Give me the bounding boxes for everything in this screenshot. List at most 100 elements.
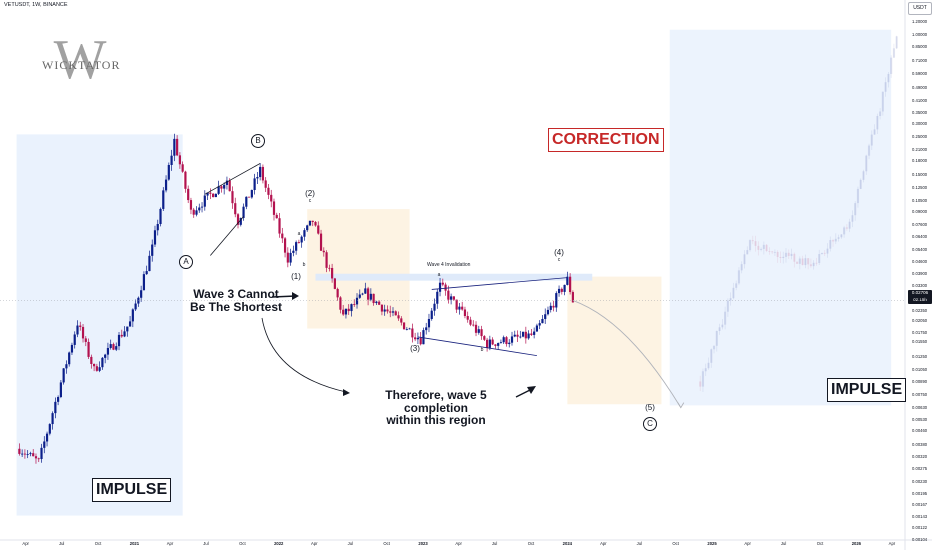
price-candle: [510, 336, 514, 343]
future-candle: [795, 261, 799, 264]
price-candle: [402, 322, 406, 330]
price-candle: [112, 344, 115, 350]
price-candle: [314, 222, 317, 226]
bar-countdown: 02:15h: [913, 296, 927, 302]
subwave-b2-label: b: [480, 347, 484, 353]
correction-zone-1: [307, 209, 410, 329]
price-candle: [546, 309, 550, 315]
future-candle: [812, 262, 815, 267]
price-candle: [549, 305, 552, 310]
future-candle: [829, 240, 832, 249]
price-candle: [217, 186, 220, 194]
price-candle: [563, 284, 566, 292]
price-tick-label: 0.12500: [912, 185, 928, 191]
price-tick-label: 0.00380: [912, 441, 928, 447]
price-candle: [289, 252, 292, 263]
price-tick-label: 0.01250: [912, 354, 928, 360]
price-candle: [187, 188, 190, 201]
future-candle: [870, 134, 873, 146]
future-candle: [773, 251, 777, 253]
price-candle: [438, 282, 442, 292]
price-candle: [328, 267, 331, 269]
price-candle: [253, 178, 256, 191]
price-candle: [427, 318, 431, 328]
future-candle: [804, 258, 807, 266]
price-tick-label: 0.00750: [912, 391, 928, 397]
price-candle: [23, 453, 27, 455]
time-tick-label: 2026: [851, 541, 862, 546]
future-candle: [762, 244, 765, 249]
price-candle: [256, 177, 259, 179]
future-candle: [820, 252, 824, 255]
price-candle: [350, 304, 353, 312]
price-candle: [535, 325, 539, 332]
wave-2-label: (2): [305, 189, 315, 198]
price-candle: [566, 276, 569, 285]
price-candle: [544, 314, 547, 319]
price-tick-label: 0.35000: [912, 109, 928, 115]
correction-label: CORRECTION: [548, 128, 664, 152]
price-candle: [59, 382, 62, 398]
price-candle: [200, 206, 204, 208]
price-candle: [123, 331, 126, 337]
price-candle: [184, 171, 187, 189]
wave-B-label: B: [251, 134, 265, 148]
future-candle: [699, 381, 702, 387]
price-candle: [461, 306, 464, 310]
price-candle: [447, 290, 450, 300]
price-tick-label: 0.18000: [912, 158, 928, 164]
wave-4-label: (4): [554, 248, 564, 257]
time-tick-label: Apr: [455, 541, 462, 546]
price-candle: [560, 288, 563, 292]
future-candle: [826, 248, 829, 254]
price-candle: [303, 230, 306, 237]
future-candle: [873, 129, 876, 135]
price-candle: [109, 344, 112, 348]
price-candle: [466, 316, 469, 320]
price-candle: [450, 296, 453, 300]
subwave-b1-label: b: [302, 262, 306, 268]
price-candle: [383, 309, 386, 312]
price-candle: [508, 342, 511, 345]
price-candle: [220, 186, 223, 189]
price-candle: [76, 325, 79, 335]
price-candle: [70, 344, 74, 353]
price-candle: [98, 367, 101, 371]
future-candle: [704, 368, 707, 372]
price-candle: [336, 288, 339, 298]
wave4-invalidation-band: [315, 273, 593, 281]
price-candle: [159, 208, 162, 225]
price-candle: [342, 309, 345, 315]
currency-chip[interactable]: USDT: [908, 2, 932, 15]
future-candle: [859, 179, 862, 189]
price-candle: [212, 193, 215, 198]
wave3-arrow-head: [292, 292, 299, 300]
price-candle: [306, 225, 309, 231]
future-candle: [754, 241, 757, 246]
price-candle: [231, 191, 234, 204]
price-tick-label: 0.00275: [912, 465, 928, 471]
price-candle: [79, 325, 82, 327]
price-tick-label: 0.07600: [912, 221, 928, 227]
price-candle: [344, 308, 348, 315]
price-tick-label: 0.00104: [912, 537, 928, 542]
price-candle: [206, 192, 209, 196]
time-tick-label: Apr: [744, 541, 751, 546]
price-candle: [18, 448, 21, 454]
price-candle: [386, 309, 389, 312]
price-candle: [472, 324, 475, 326]
price-candle: [369, 293, 372, 300]
future-candle: [765, 244, 768, 251]
price-candle: [364, 288, 367, 294]
future-candle: [740, 264, 743, 271]
price-tick-label: 0.01050: [912, 367, 928, 373]
future-candle: [862, 171, 865, 180]
price-candle: [292, 250, 295, 253]
future-candle: [710, 349, 713, 363]
future-candle: [721, 324, 724, 328]
subwave-c1-label: c: [308, 198, 312, 204]
price-tick-label: 0.01750: [912, 329, 928, 335]
price-candle: [283, 238, 287, 253]
price-candle: [297, 242, 300, 243]
